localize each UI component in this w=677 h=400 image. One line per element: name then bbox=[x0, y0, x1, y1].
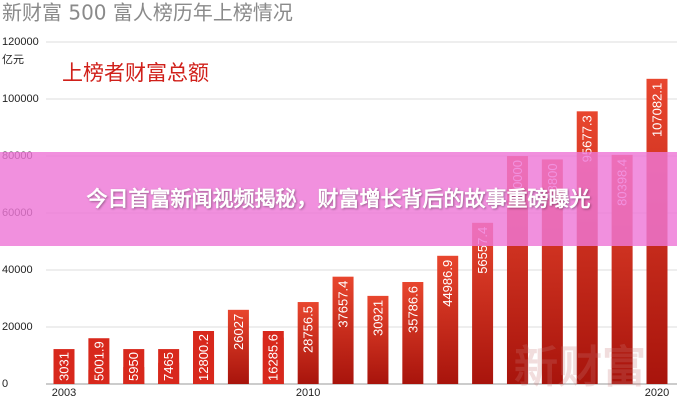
bar bbox=[227, 309, 249, 384]
value-label-bg bbox=[123, 349, 145, 384]
banner: 今日首富新闻视频揭秘，财富增长背后的故事重磅曝光 bbox=[86, 187, 591, 211]
x-tick-label: 2003 bbox=[52, 387, 76, 399]
value-label: 44986.9 bbox=[440, 260, 455, 307]
banner-text: 今日首富新闻视频揭秘，财富增长背后的故事重磅曝光 bbox=[86, 187, 591, 211]
value-label: 37657.4 bbox=[335, 281, 350, 328]
value-label: 30921 bbox=[370, 300, 385, 336]
value-label: 12800.2 bbox=[196, 334, 211, 381]
chart-subtitle: 上榜者财富总额 bbox=[62, 61, 209, 85]
bar bbox=[472, 222, 494, 384]
value-label: 95677.3 bbox=[580, 115, 595, 162]
banner-bg bbox=[0, 152, 677, 246]
x-tick-label: 2020 bbox=[645, 387, 669, 399]
value-label: 3031 bbox=[56, 352, 71, 381]
bar bbox=[297, 302, 319, 384]
value-label: 7465 bbox=[161, 352, 176, 381]
chart-title: 新财富 500 富人榜历年上榜情况 bbox=[2, 1, 293, 25]
value-label: 16285.6 bbox=[266, 334, 281, 381]
value-label-bg bbox=[88, 338, 110, 384]
value-label-bg bbox=[53, 349, 75, 384]
x-tick-label: 2010 bbox=[296, 387, 320, 399]
value-label: 5950 bbox=[126, 352, 141, 381]
value-label: 5001.9 bbox=[91, 341, 106, 381]
value-label-bg bbox=[158, 349, 180, 384]
watermark: 新财富 bbox=[514, 342, 646, 393]
bar bbox=[437, 255, 459, 384]
value-label-bg bbox=[193, 331, 215, 384]
value-label-bg bbox=[262, 331, 284, 384]
value-label: 28756.5 bbox=[301, 306, 316, 353]
y-tick-label: 40000 bbox=[2, 264, 33, 276]
y-tick-label: 0 bbox=[2, 378, 8, 390]
value-label: 107082.1 bbox=[649, 83, 664, 137]
y-tick-label: 100000 bbox=[2, 93, 39, 105]
value-label: 26027 bbox=[231, 314, 246, 350]
y-unit: 亿元 bbox=[2, 53, 24, 66]
bar bbox=[367, 295, 389, 384]
bar bbox=[402, 282, 424, 384]
y-tick-label: 120000 bbox=[2, 36, 39, 48]
value-label: 35786.6 bbox=[405, 286, 420, 333]
bar bbox=[332, 276, 354, 384]
y-tick-label: 20000 bbox=[2, 321, 33, 333]
